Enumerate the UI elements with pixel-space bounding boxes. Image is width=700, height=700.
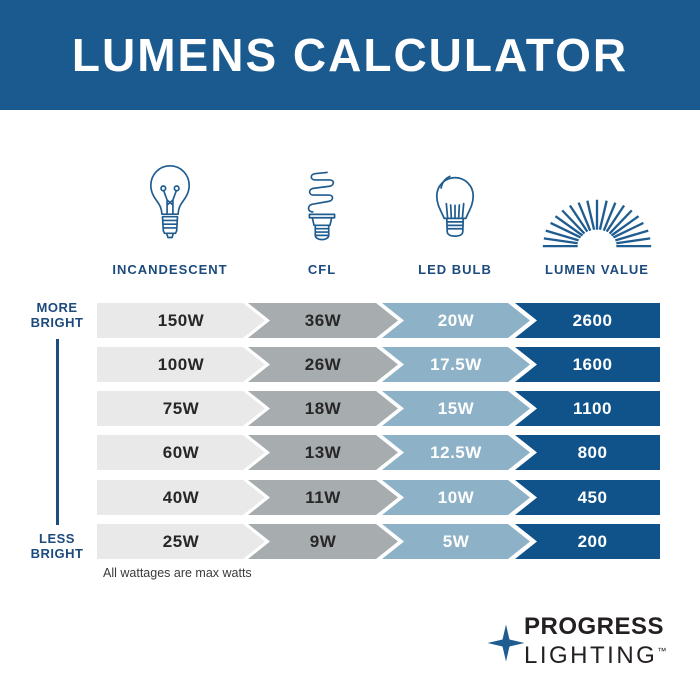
cell-cfl: 11W (248, 480, 398, 515)
led-bulb-icon (429, 152, 481, 252)
footnote: All wattages are max watts (103, 566, 252, 580)
table-row: 25W 9W 5W 200 (0, 524, 700, 559)
cell-led: 17.5W (382, 347, 530, 382)
cell-lumen-value: 1100 (515, 391, 660, 426)
table-row: 60W 13W 12.5W 800 (0, 435, 700, 470)
column-label-incandescent: INCANDESCENT (112, 262, 228, 277)
cell-incandescent: 60W (97, 435, 265, 470)
star-icon (487, 624, 525, 662)
table-row: 75W 18W 15W 1100 (0, 391, 700, 426)
page-title: LUMENS CALCULATOR (71, 29, 629, 81)
axis-label-less-bright: LESS BRIGHT (30, 531, 84, 562)
trademark-symbol: ™ (657, 646, 667, 656)
cell-lumen-value: 1600 (515, 347, 660, 382)
header-banner: LUMENS CALCULATOR (0, 0, 700, 110)
logo-lighting-text: LIGHTING (524, 642, 658, 669)
cell-incandescent: 150W (97, 303, 265, 338)
column-cfl: CFL (252, 152, 392, 277)
cell-incandescent: 40W (97, 480, 265, 515)
cell-cfl: 18W (248, 391, 398, 426)
cfl-bulb-icon (301, 152, 343, 252)
table-row: 150W 36W 20W 2600 (0, 303, 700, 338)
column-lumen-value: LUMEN VALUE (518, 152, 676, 277)
cell-lumen-value: 450 (515, 480, 660, 515)
logo-wordmark-progress: PROGRESS (524, 613, 665, 640)
cell-led: 15W (382, 391, 530, 426)
cell-lumen-value: 800 (515, 435, 660, 470)
lumen-rays-icon (539, 152, 655, 252)
column-label-led: LED BULB (418, 262, 492, 277)
incandescent-bulb-icon (145, 152, 195, 252)
cell-lumen-value: 2600 (515, 303, 660, 338)
column-label-cfl: CFL (307, 262, 337, 277)
cell-incandescent: 75W (97, 391, 265, 426)
column-incandescent: INCANDESCENT (100, 152, 240, 277)
cell-cfl: 9W (248, 524, 398, 559)
cell-led: 10W (382, 480, 530, 515)
table-row: 40W 11W 10W 450 (0, 480, 700, 515)
cell-led: 20W (382, 303, 530, 338)
table-row: 100W 26W 17.5W 1600 (0, 347, 700, 382)
cell-cfl: 26W (248, 347, 398, 382)
cell-incandescent: 100W (97, 347, 265, 382)
cell-cfl: 36W (248, 303, 398, 338)
cell-led: 5W (382, 524, 530, 559)
cell-cfl: 13W (248, 435, 398, 470)
axis-label-more-bright: MORE BRIGHT (30, 300, 84, 331)
cell-lumen-value: 200 (515, 524, 660, 559)
brightness-axis-line (56, 339, 59, 525)
column-led: LED BULB (385, 152, 525, 277)
cell-incandescent: 25W (97, 524, 265, 559)
column-label-lumen-value: LUMEN VALUE (545, 262, 649, 277)
cell-led: 12.5W (382, 435, 530, 470)
logo-wordmark-lighting: LIGHTING™ (524, 642, 666, 670)
progress-lighting-logo: PROGRESS LIGHTING™ (487, 613, 677, 673)
